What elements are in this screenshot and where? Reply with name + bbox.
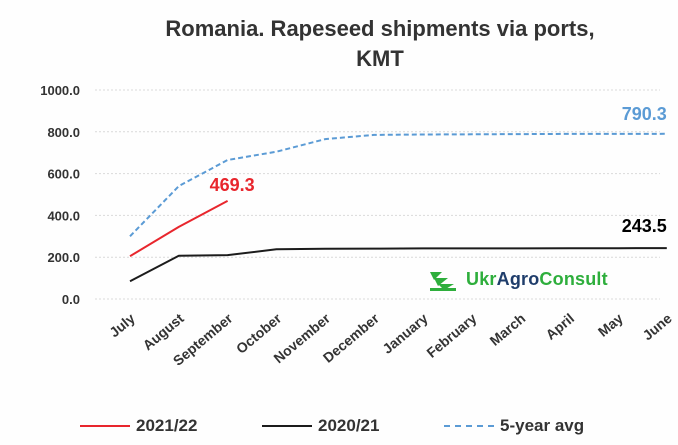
y-tick-label: 200.0 — [47, 250, 80, 265]
x-tick-label: March — [486, 310, 528, 349]
y-tick-label: 600.0 — [47, 167, 80, 182]
data-label-2021-22: 469.3 — [210, 175, 255, 195]
chart-title-line-1: Romania. Rapeseed shipments via ports, — [165, 16, 595, 41]
y-tick-label: 1000.0 — [40, 83, 80, 98]
logo-text-part-3: Consult — [539, 268, 608, 289]
ukragroconsult-logo: UkrAgroConsult — [428, 262, 608, 296]
ukragroconsult-logo-icon — [430, 272, 456, 291]
x-tick-label: February — [423, 310, 479, 361]
y-tick-label: 800.0 — [47, 125, 80, 140]
chart-title: Romania. Rapeseed shipments via ports, K… — [90, 14, 670, 74]
chart-legend: 2021/22 2020/21 5-year avg — [0, 408, 678, 444]
legend-label-2021-22: 2021/22 — [136, 416, 198, 435]
data-label-2020-21: 243.5 — [622, 216, 667, 236]
ukragroconsult-logo-text: UkrAgroConsult — [466, 269, 608, 290]
legend-item-5-year-avg: 5-year avg — [444, 414, 584, 438]
x-tick-label: April — [542, 310, 577, 343]
series-line-5-year-avg — [129, 132, 667, 237]
series-line-2021-22 — [129, 200, 229, 258]
x-tick-label: June — [639, 310, 674, 343]
legend-label-2020-21: 2020/21 — [318, 416, 380, 435]
logo-text-part-2: Agro — [496, 268, 540, 289]
x-tick-label: July — [106, 310, 138, 340]
logo-text-part-1: Ukr — [466, 268, 497, 289]
y-tick-label: 400.0 — [47, 208, 80, 223]
data-label-5-year-avg: 790.3 — [622, 104, 667, 124]
x-tick-label: May — [595, 310, 626, 340]
legend-swatch-5-year-avg — [444, 425, 494, 427]
legend-swatch-2020-21 — [262, 425, 312, 427]
series-line-2020-21 — [129, 247, 667, 283]
legend-item-2020-21: 2020/21 — [262, 414, 379, 438]
x-tick-label: August — [140, 310, 187, 353]
legend-swatch-2021-22 — [80, 425, 130, 427]
chart-title-line-2: KMT — [356, 46, 404, 71]
y-tick-label: 0.0 — [62, 292, 80, 307]
legend-item-2021-22: 2021/22 — [80, 414, 197, 438]
legend-label-5-year-avg: 5-year avg — [500, 416, 585, 435]
